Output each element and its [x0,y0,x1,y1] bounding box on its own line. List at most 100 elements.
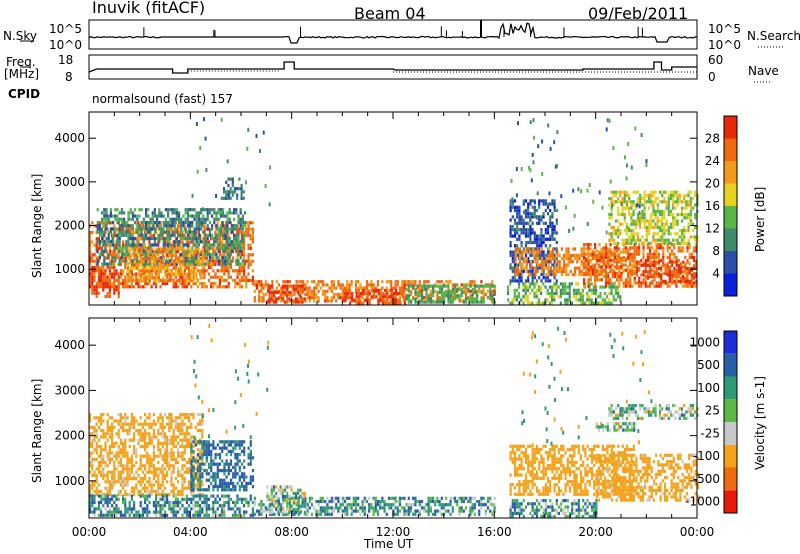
power-cell [427,300,430,304]
power-cell [563,263,566,267]
power-cell [97,272,100,276]
power-cell [666,266,669,271]
power-cell [647,229,651,233]
power-cell [162,230,165,234]
power-cell [357,295,360,299]
power-cell [199,260,202,264]
power-cell [204,220,207,225]
power-cell [201,282,204,286]
power-cell [162,220,165,225]
power-cell [229,275,232,279]
power-cell [100,275,103,279]
power-cell [538,266,541,270]
power-cell [184,236,187,241]
power-cell [177,260,180,264]
power-cell [179,240,182,244]
power-cell [179,275,182,279]
velocity-cell [106,454,109,458]
power-cell [145,220,148,225]
power-cell [134,208,137,212]
power-cell [365,283,369,287]
power-cell [100,269,103,273]
velocity-cell [117,454,120,458]
power-cell [591,268,594,272]
power-cell [151,227,154,231]
power-cell [155,279,158,283]
power-cell [148,240,151,244]
power-cell [544,244,547,248]
power-cell [622,284,625,288]
nave-tick-top: 60 [708,53,724,67]
power-cell [222,256,225,260]
power-cell [683,235,686,239]
power-cell [167,224,170,228]
power-cell [122,256,125,260]
power-cell [589,252,592,256]
power-cell [687,222,690,226]
power-cell [509,224,512,229]
power-cell [635,252,638,256]
power-cell [654,241,657,245]
velocity-cell [133,425,136,429]
power-cell [694,203,697,207]
power-cell [359,283,362,287]
power-cell [158,259,161,263]
velocity-cell [128,432,131,436]
power-cell [233,190,237,194]
power-cell [102,253,105,257]
power-cell [109,230,112,234]
power-cell [126,227,129,231]
power-cell [677,275,680,279]
power-cell [639,193,642,197]
power-cell [619,213,622,217]
power-cell [520,167,523,171]
power-cell [522,202,525,206]
power-cell [330,283,333,287]
power-cell [153,240,156,244]
power-cell [651,279,654,283]
power-cell [401,280,404,284]
velocity-cell [135,448,138,452]
power-cell [609,179,612,184]
power-cell [603,285,606,289]
power-cell [236,224,239,228]
power-cell [203,282,206,286]
power-cell [621,197,624,201]
power-cell [140,250,143,254]
power-cell [674,222,677,226]
power-cell [462,284,466,288]
power-cell [607,250,610,254]
power-cell [518,218,521,222]
power-cell [451,283,454,287]
power-cell [228,240,231,244]
power-cell [568,285,571,289]
power-cell [443,294,446,298]
power-cell [602,275,605,279]
power-cell [186,211,189,215]
power-cell [355,292,358,296]
power-cell [182,224,185,228]
power-cell [527,202,530,206]
power-cell [655,266,658,271]
power-cell [146,269,149,273]
power-cell [220,117,223,122]
power-cell [116,220,119,225]
power-cell [390,295,393,299]
power-cell [189,220,192,225]
velocity-cell [95,493,98,497]
power-cell [286,297,289,301]
power-cell [548,301,551,305]
power-cell [683,225,686,229]
power-cell [152,282,155,286]
velocity-cell [111,451,114,455]
power-cell [188,243,191,247]
power-cell [114,256,117,260]
power-cell [677,279,680,283]
power-cell [113,234,116,238]
power-cell [657,262,660,266]
power-cell [266,283,270,287]
power-cell [695,246,698,250]
power-cell [138,208,141,212]
power-cell [456,287,459,291]
power-cell [102,278,105,282]
